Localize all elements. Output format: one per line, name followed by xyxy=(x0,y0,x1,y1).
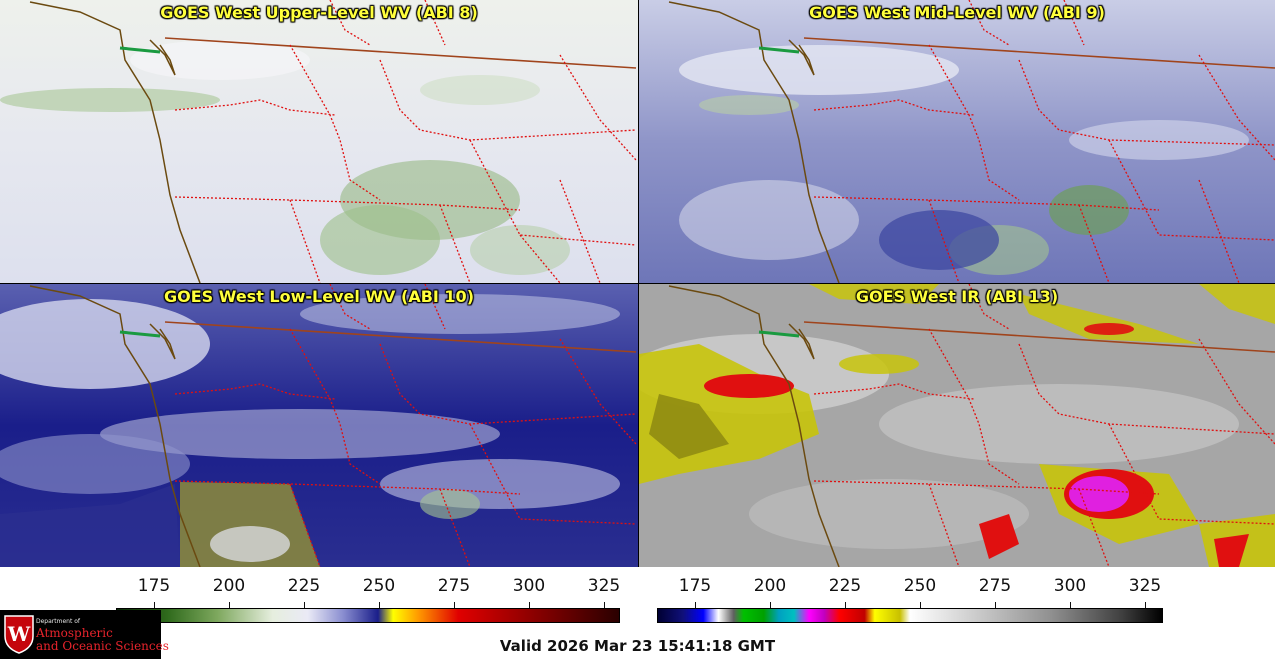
logo-line1: Atmospheric xyxy=(36,626,113,640)
coastline xyxy=(29,1,201,283)
state-borders xyxy=(174,284,637,567)
panel-mid-level-wv: GOES West Mid-Level WV (ABI 9) xyxy=(639,0,1275,283)
colorbar-tick: 225 xyxy=(287,576,321,596)
uw-crest-icon: W xyxy=(4,615,34,654)
svg-text:W: W xyxy=(7,622,31,646)
colorbar-tick: 250 xyxy=(903,576,937,596)
colorbar-tick: 325 xyxy=(1128,576,1162,596)
colorbar-tick: 200 xyxy=(212,576,246,596)
state-borders xyxy=(813,0,1275,283)
map-mid-level-wv xyxy=(639,0,1275,283)
panel-divider-horizontal xyxy=(0,283,1275,284)
colorbar-wv: 175 200 225 250 275 300 325 xyxy=(0,576,638,626)
colorbar-tick: 275 xyxy=(437,576,471,596)
coastline xyxy=(668,1,840,283)
state-borders xyxy=(174,0,637,283)
country-border xyxy=(803,37,1275,69)
logo-dept: Department of xyxy=(36,618,80,625)
panel-low-level-wv: GOES West Low-Level WV (ABI 10) xyxy=(0,284,638,567)
colorbar-gradient xyxy=(657,608,1163,623)
colorbar-tick: 175 xyxy=(678,576,712,596)
colorbar-tick: 275 xyxy=(978,576,1012,596)
colorbar-tick: 300 xyxy=(1053,576,1087,596)
country-border xyxy=(164,321,637,353)
colorbar-tick: 225 xyxy=(828,576,862,596)
panel-upper-level-wv: GOES West Upper-Level WV (ABI 8) xyxy=(0,0,638,283)
colorbar-tick: 250 xyxy=(362,576,396,596)
coastline xyxy=(29,285,201,567)
valid-timestamp: Valid 2026 Mar 23 15:41:18 GMT xyxy=(499,637,776,655)
colorbar-tick: 200 xyxy=(753,576,787,596)
colorbar-ir: 175 200 225 250 275 300 325 xyxy=(639,576,1275,626)
colorbar-gradient xyxy=(116,608,620,623)
colorbar-tick: 325 xyxy=(587,576,621,596)
colorbar-tick: 175 xyxy=(137,576,171,596)
country-border xyxy=(164,37,637,69)
logo-line2: and Oceanic Sciences xyxy=(36,639,169,653)
country-border xyxy=(803,321,1275,353)
map-ir xyxy=(639,284,1275,567)
panel-ir: GOES West IR (ABI 13) xyxy=(639,284,1275,567)
uw-aos-logo: W Department of Atmospheric and Oceanic … xyxy=(0,610,169,659)
colorbar-tick: 300 xyxy=(512,576,546,596)
map-upper-level-wv xyxy=(0,0,638,283)
map-low-level-wv xyxy=(0,284,638,567)
coastline xyxy=(668,285,840,567)
state-borders xyxy=(813,284,1275,567)
